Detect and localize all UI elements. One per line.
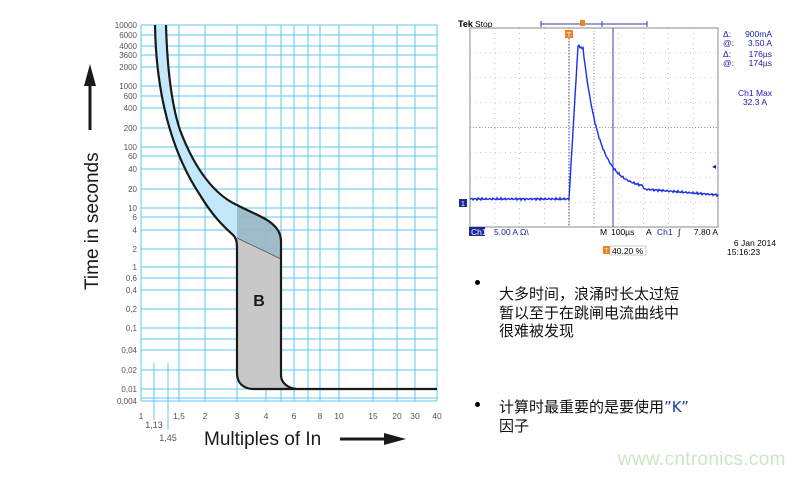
x-axis-arrow <box>340 433 406 445</box>
note-2-text: 计算时最重要的是要使用 <box>499 398 665 416</box>
at-a-label: @: <box>723 38 734 48</box>
curve-label-b: B <box>253 293 265 310</box>
ch1-max-value: 32.3 A <box>743 97 767 107</box>
bullet-1 <box>475 280 480 285</box>
note-1: 大多时间，浪涌时长太过短 暂以至于在跳闸电流曲线中 很难被发现 <box>499 285 679 341</box>
status-position-marker: T <box>605 248 609 255</box>
y-tick-label: 2 <box>133 245 138 254</box>
ch1-max-label: Ch1 Max <box>738 88 773 98</box>
ref-level-marker: ◂ <box>712 162 716 171</box>
x-tick-label: 10 <box>334 411 344 421</box>
at-t-value: 174µs <box>749 58 772 68</box>
bullet-2 <box>475 402 480 407</box>
trigger-marker: T <box>565 30 573 39</box>
note-1-line-3: 很难被发现 <box>499 322 575 340</box>
y-tick-label: 6000 <box>119 31 137 40</box>
note-2: 计算时最重要的是要使用”K” 因子 <box>499 398 689 435</box>
x-axis-label: Multiples of In <box>204 429 321 450</box>
y-tick-label: 0,02 <box>121 366 137 375</box>
waveform-trace <box>469 43 719 202</box>
y-tick-label: 0,4 <box>126 286 138 295</box>
y-tick-label: 0,01 <box>121 385 137 394</box>
magnetic-region <box>237 238 296 389</box>
delta-a-label: Δ: <box>723 29 731 39</box>
x-tick-label: 1 <box>139 411 144 421</box>
y-tick-label: 10 <box>128 204 137 213</box>
y-tick-label: 0,004 <box>117 397 138 406</box>
overlap-region <box>237 205 281 259</box>
status-date: 6 Jan 2014 <box>734 238 776 248</box>
x-mark-1-13: 1,13 <box>145 420 163 430</box>
y-tick-label: 200 <box>124 124 138 133</box>
status-time: 15:16:23 <box>727 247 760 257</box>
y-tick-label: 60 <box>128 152 137 161</box>
delta-a-value: 900mA <box>745 29 772 39</box>
y-tick-label: 0,04 <box>121 346 137 355</box>
status-position: 40.20 % <box>612 246 644 256</box>
status-channel: Ch1 <box>471 227 487 237</box>
y-tick-label: 4 <box>133 226 138 235</box>
at-t-label: @: <box>723 58 734 68</box>
x-tick-label: 8 <box>318 411 323 421</box>
y-tick-label: 3600 <box>119 51 137 60</box>
trip-curve-chart: B 10000600040003600200010006004002001006… <box>82 21 442 450</box>
x-tick-label: 3 <box>235 411 240 421</box>
y-axis-arrow <box>84 64 96 130</box>
status-trig-level: 7.80 A <box>694 227 718 237</box>
svg-text:T: T <box>567 32 572 39</box>
note-2-line-1: 计算时最重要的是要使用”K” <box>499 398 689 417</box>
status-scale: 5.00 A Ω\ <box>494 227 529 237</box>
x-tick-label: 2 <box>203 411 208 421</box>
delta-t-value: 176µs <box>749 49 772 59</box>
note-2-line-2: 因子 <box>499 416 530 435</box>
y-tick-label: 20 <box>128 185 137 194</box>
status-timebase: 100µs <box>611 227 634 237</box>
x-tick-label: 20 <box>392 411 402 421</box>
status-trig-ch: Ch1 <box>657 227 673 237</box>
y-tick-label: 400 <box>124 104 138 113</box>
diagonal-line <box>236 237 282 260</box>
y-tick-label: 600 <box>124 92 138 101</box>
y-tick-label: 2000 <box>119 63 137 72</box>
svg-text:1: 1 <box>461 201 465 208</box>
y-tick-label: 0,2 <box>126 305 138 314</box>
y-tick-label: 0,6 <box>126 274 138 283</box>
x-tick-label: 1,5 <box>173 411 185 421</box>
upper-curve <box>164 24 297 391</box>
note-1-line-1: 大多时间，浪涌时长太过短 <box>499 285 680 303</box>
note-1-line-2: 暂以至于在跳闸电流曲线中 <box>499 303 680 322</box>
x-tick-label: 4 <box>264 411 269 421</box>
oscilloscope-screen: Tek Stop T 1 ◂ Δ: 900mA @: 3.50 A Δ: 176… <box>458 19 776 257</box>
x-mark-1-45: 1,45 <box>159 433 177 443</box>
grid <box>140 24 438 430</box>
y-tick-label: 4000 <box>119 42 137 51</box>
k-factor: ”K” <box>664 398 689 416</box>
scope-brand: Tek <box>458 19 474 29</box>
y-tick-label: 100 <box>124 143 138 152</box>
y-tick-label: 1 <box>133 263 138 272</box>
status-m: M <box>600 227 607 237</box>
status-trig-slope: ∫ <box>677 227 681 237</box>
x-tick-label: 30 <box>410 411 420 421</box>
y-tick-label: 40 <box>128 165 137 174</box>
x-tick-label: 15 <box>368 411 378 421</box>
record-bar <box>540 20 648 27</box>
y-tick-label: 1000 <box>119 82 137 91</box>
x-tick-label: 40 <box>432 411 442 421</box>
y-tick-label: 6 <box>133 213 138 222</box>
y-tick-label: 10000 <box>115 21 138 30</box>
lower-curve <box>153 24 437 391</box>
scope-state: Stop <box>475 19 493 29</box>
y-tick-label: 0,1 <box>126 324 138 333</box>
delta-t-label: Δ: <box>723 49 731 59</box>
channel-1-marker: 1 <box>459 199 467 208</box>
watermark: www.cntronics.com <box>618 449 786 470</box>
y-axis-label: Time in seconds <box>82 152 103 290</box>
status-a: A <box>646 227 652 237</box>
x-tick-label: 6 <box>292 411 297 421</box>
at-a-value: 3.50 A <box>748 38 772 48</box>
